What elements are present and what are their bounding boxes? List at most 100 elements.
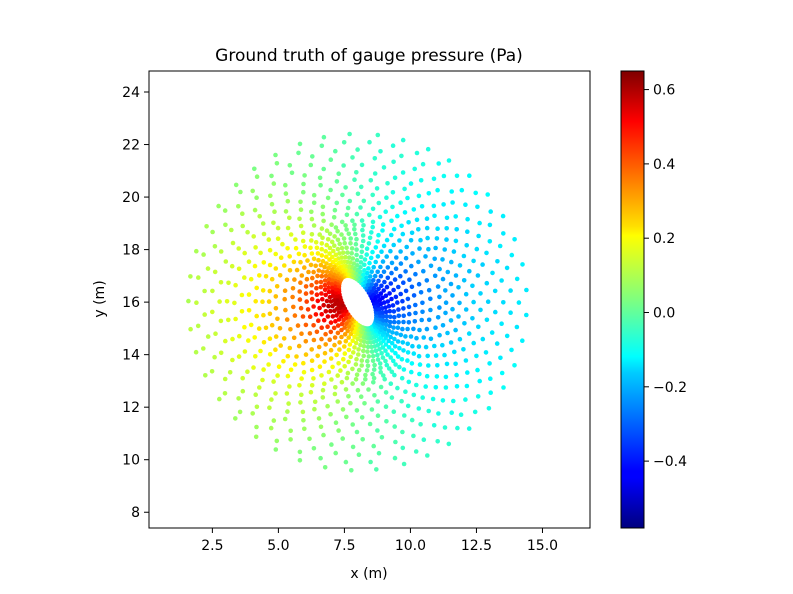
scatter-point [359,218,365,223]
scatter-point [453,214,459,219]
scatter-point [356,452,362,458]
scatter-point [273,334,279,339]
scatter-point [453,327,458,333]
scatter-point [316,344,322,350]
scatter-point [454,384,460,389]
scatter-point [350,338,356,344]
scatter-point [342,344,347,349]
scatter-point [280,241,285,247]
scatter-point [426,287,432,293]
scatter-point [261,340,267,345]
scatter-point [387,323,393,329]
scatter-point [358,205,363,210]
scatter-point [358,260,364,265]
scatter-point [326,369,332,375]
scatter-point [328,412,333,417]
scatter-point [269,276,275,282]
scatter-point [355,147,360,152]
scatter-point [336,317,342,322]
scatter-point [330,289,335,295]
scatter-point [370,224,376,230]
scatter-point [233,182,239,188]
scatter-point [431,423,437,428]
scatter-point [310,154,315,159]
scatter-point [267,352,273,357]
scatter-point [230,336,235,342]
scatter-point [399,398,404,404]
plot-frame [148,70,591,529]
scatter-point [316,416,322,421]
scatter-point [409,417,415,423]
scatter-point [369,407,375,412]
scatter-point [195,323,201,329]
scatter-point [309,216,315,222]
scatter-point [382,376,388,382]
scatter-point [471,258,476,264]
colorbar-tick-label: 0.0 [653,306,675,322]
scatter-point [371,278,376,283]
scatter-point [389,348,395,353]
scatter-point [288,437,293,442]
scatter-point [361,198,367,204]
scatter-point [475,367,480,373]
scatter-point [254,195,259,200]
scatter-point [205,266,211,271]
scatter-point [304,276,310,282]
scatter-point [275,373,280,378]
scatter-point [339,327,344,333]
scatter-point [360,238,366,244]
scatter-point [377,361,383,366]
scatter-point [246,292,252,297]
scatter-point [361,353,367,359]
scatter-point [332,391,338,397]
scatter-point [398,291,404,297]
scatter-point [359,243,365,249]
scatter-point [378,291,384,296]
scatter-point [364,368,370,373]
scatter-point [376,232,381,238]
scatter-point [378,273,384,279]
scatter-point [329,442,334,447]
scatter-point [416,193,422,199]
scatter-point [297,383,302,388]
scatter-point [494,341,500,346]
scatter-point [273,306,279,311]
y-tick-label: 16 [122,295,140,311]
scatter-point [354,429,360,435]
scatter-point [361,348,366,354]
y-tick-label: 24 [122,85,140,101]
scatter-point [360,227,365,233]
scatter-point [298,305,304,311]
scatter-point [472,409,478,415]
scatter-point [463,358,469,363]
scatter-point [454,227,460,232]
scatter-point [343,338,349,344]
scatter-point [237,409,243,415]
scatter-point [373,282,379,288]
scatter-point [389,232,394,238]
scatter-point [341,356,346,362]
scatter-point [448,281,454,287]
scatter-point [508,310,513,316]
scatter-point [383,293,389,299]
scatter-point [218,280,224,285]
scatter-point [245,369,250,375]
scatter-point [441,173,447,179]
scatter-point [341,140,347,145]
scatter-point [226,317,231,323]
scatter-point [397,345,402,351]
scatter-point [443,385,449,390]
scatter-point [388,281,394,286]
scatter-point [328,356,334,361]
scatter-point [266,237,272,242]
scatter-point [402,210,408,215]
scatter-point [400,429,405,435]
scatter-point [389,369,395,375]
scatter-point [333,385,338,390]
scatter-point [375,357,381,362]
scatter-point [252,166,257,172]
scatter-point [360,437,366,442]
scatter-point [451,249,457,254]
scatter-point [337,340,342,345]
scatter-point [384,318,389,323]
